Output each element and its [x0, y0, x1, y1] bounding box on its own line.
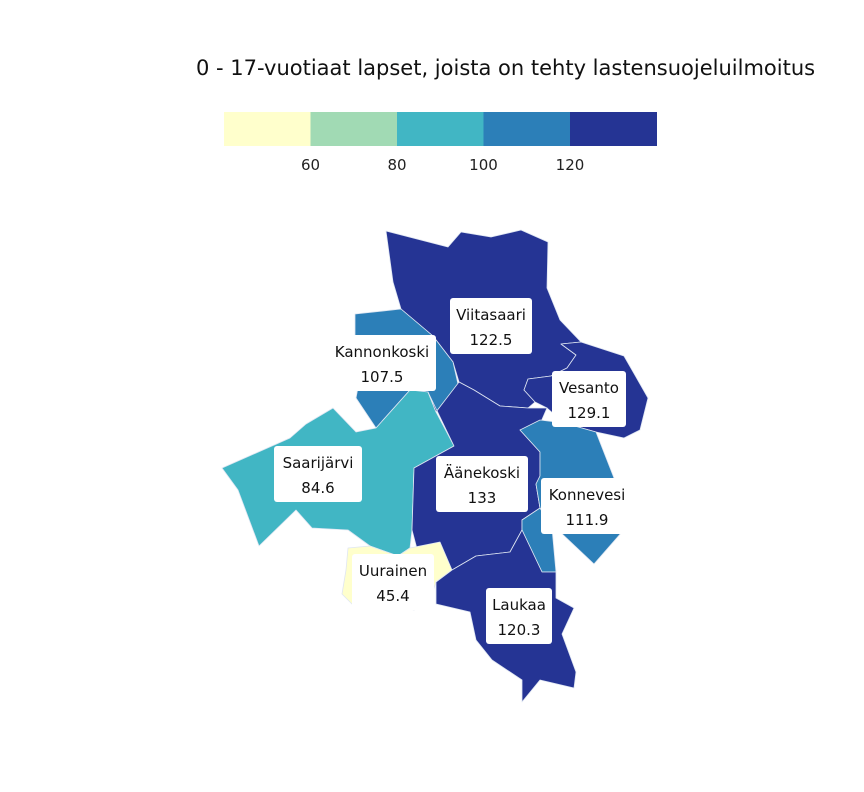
label-box: [450, 298, 532, 354]
legend-swatch-4: [570, 112, 657, 146]
region-label-saarijarvi: Saarijärvi 84.6: [274, 446, 362, 502]
legend-swatch-1: [310, 112, 398, 146]
region-name: Saarijärvi: [283, 454, 354, 472]
region-name: Äänekoski: [444, 463, 520, 482]
legend-swatch-0: [224, 112, 311, 146]
region-value: 45.4: [376, 587, 409, 605]
label-box: [541, 478, 633, 534]
region-name: Kannonkoski: [335, 343, 429, 361]
legend-tick-label: 120: [556, 156, 585, 174]
region-label-laukaa: Laukaa 120.3: [486, 588, 552, 644]
region-value: 120.3: [498, 621, 541, 639]
color-legend: 60 80 100 120: [224, 112, 657, 174]
region-value: 129.1: [568, 404, 611, 422]
legend-tick-label: 60: [301, 156, 320, 174]
label-box: [328, 335, 436, 391]
region-label-konnevesi: Konnevesi 111.9: [541, 478, 633, 534]
label-box: [436, 456, 528, 512]
label-box: [274, 446, 362, 502]
region-label-uurainen: Uurainen 45.4: [352, 554, 434, 610]
region-value: 84.6: [301, 479, 334, 497]
region-value: 107.5: [361, 368, 404, 386]
region-value: 122.5: [470, 331, 513, 349]
legend-tick-label: 100: [469, 156, 498, 174]
region-label-aanekoski: Äänekoski 133: [436, 456, 528, 512]
region-name: Vesanto: [559, 379, 619, 397]
region-label-vesanto: Vesanto 129.1: [552, 371, 626, 427]
legend-swatch-3: [483, 112, 571, 146]
region-labels: Viitasaari 122.5 Kannonkoski 107.5 Vesanto 12…: [274, 298, 633, 644]
region-name: Laukaa: [492, 596, 546, 614]
region-value: 111.9: [566, 511, 609, 529]
region-name: Konnevesi: [549, 486, 626, 504]
label-box: [486, 588, 552, 644]
label-box: [552, 371, 626, 427]
region-label-viitasaari: Viitasaari 122.5: [450, 298, 532, 354]
label-box: [352, 554, 434, 610]
region-name: Viitasaari: [456, 306, 526, 324]
map-title: 0 - 17-vuotiaat lapset, joista on tehty …: [196, 56, 816, 80]
region-label-kannonkoski: Kannonkoski 107.5: [328, 335, 436, 391]
legend-swatch-2: [397, 112, 484, 146]
legend-tick-label: 80: [387, 156, 406, 174]
region-name: Uurainen: [359, 562, 427, 580]
region-value: 133: [468, 489, 497, 507]
